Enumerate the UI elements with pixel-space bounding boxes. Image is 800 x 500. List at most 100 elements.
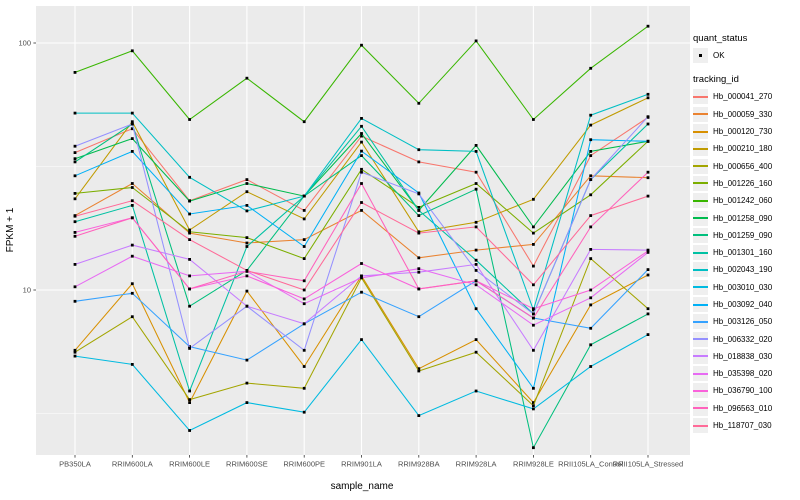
legend-key-line bbox=[693, 95, 708, 98]
legend-key-box bbox=[693, 314, 708, 330]
legend-key-box bbox=[693, 400, 708, 416]
x-tick-label: RRIM600LE bbox=[169, 460, 210, 469]
x-tick-label: RRIM901LA bbox=[341, 460, 382, 469]
legend: quant_status OK tracking_id Hb_000041_27… bbox=[693, 32, 799, 434]
legend-item-label: Hb_000210_180 bbox=[713, 144, 773, 154]
legend-item: Hb_006332_020 bbox=[693, 330, 799, 347]
legend-item: Hb_000059_330 bbox=[693, 106, 799, 123]
legend-key-line bbox=[693, 372, 708, 375]
legend-key-box bbox=[693, 141, 708, 157]
legend-key-line bbox=[693, 303, 708, 306]
legend-key-box bbox=[693, 366, 708, 382]
legend-key-line bbox=[693, 355, 708, 358]
x-tick-label: RRII105LA_Stressed bbox=[613, 460, 683, 469]
x-tick-label: PB350LA bbox=[59, 460, 91, 469]
legend-item: Hb_000120_730 bbox=[693, 123, 799, 140]
legend-item-label: Hb_035398_020 bbox=[713, 369, 773, 379]
legend-title-quant-status: quant_status bbox=[693, 33, 748, 44]
legend-item-quant-ok: OK bbox=[693, 47, 799, 64]
legend-item-label: Hb_036790_100 bbox=[713, 386, 773, 396]
legend-key-box bbox=[693, 418, 708, 434]
legend-key-line bbox=[693, 320, 708, 323]
legend-item-label: Hb_000059_330 bbox=[713, 109, 773, 119]
legend-item: Hb_096563_010 bbox=[693, 400, 799, 417]
legend-item-label: Hb_003126_050 bbox=[713, 317, 773, 327]
legend-key-box bbox=[693, 89, 708, 105]
x-tick-label: RRIM600PE bbox=[283, 460, 325, 469]
legend-key-line bbox=[693, 338, 708, 341]
legend-item-label: Hb_002043_190 bbox=[713, 265, 773, 275]
legend-item: Hb_036790_100 bbox=[693, 382, 799, 399]
legend-key-line bbox=[693, 217, 708, 220]
legend-key-line bbox=[693, 165, 708, 168]
legend-key-line bbox=[693, 268, 708, 271]
x-tick-label: RRIM928LA bbox=[456, 460, 497, 469]
legend-item: Hb_002043_190 bbox=[693, 261, 799, 278]
legend-item-label: Hb_118707_030 bbox=[713, 421, 772, 431]
legend-item-label: OK bbox=[713, 51, 725, 61]
legend-item: Hb_003092_040 bbox=[693, 296, 799, 313]
legend-item: Hb_018838_030 bbox=[693, 348, 799, 365]
x-tick-label: RRIM928BA bbox=[398, 460, 440, 469]
legend-item-label: Hb_096563_010 bbox=[713, 403, 773, 413]
legend-item: Hb_003010_030 bbox=[693, 279, 799, 296]
legend-items: Hb_000041_270 Hb_000059_330 Hb_000120_730 H… bbox=[693, 88, 799, 434]
legend-item-label: Hb_001242_060 bbox=[713, 196, 773, 206]
legend-item: Hb_001226_160 bbox=[693, 175, 799, 192]
legend-item-label: Hb_006332_020 bbox=[713, 334, 773, 344]
legend-key-box bbox=[693, 331, 708, 347]
x-axis-title: sample_name bbox=[331, 481, 394, 492]
legend-key-box bbox=[693, 158, 708, 174]
legend-key-line bbox=[693, 130, 708, 133]
legend-item: Hb_035398_020 bbox=[693, 365, 799, 382]
legend-key-box bbox=[693, 245, 708, 261]
legend-key-line bbox=[693, 251, 708, 254]
y-tick-label: 10 bbox=[23, 286, 31, 295]
legend-item-label: Hb_000656_400 bbox=[713, 161, 773, 171]
legend-item-label: Hb_018838_030 bbox=[713, 351, 773, 361]
legend-item-label: Hb_000120_730 bbox=[713, 127, 773, 137]
y-axis-title: FPKM + 1 bbox=[5, 207, 16, 252]
legend-key-line bbox=[693, 182, 708, 185]
legend-item: Hb_001301_160 bbox=[693, 244, 799, 261]
legend-key-line bbox=[693, 286, 708, 289]
legend-key-box bbox=[693, 383, 708, 399]
legend-key-box bbox=[693, 106, 708, 122]
y-tick-label: 100 bbox=[18, 39, 31, 48]
legend-key-box bbox=[693, 124, 708, 140]
legend-item: Hb_000210_180 bbox=[693, 140, 799, 157]
legend-item-label: Hb_000041_270 bbox=[713, 92, 773, 102]
x-tick-label: RRIM928LE bbox=[513, 460, 554, 469]
legend-item-label: Hb_001301_160 bbox=[713, 248, 773, 258]
legend-item: Hb_118707_030 bbox=[693, 417, 799, 434]
legend-item-label: Hb_001258_090 bbox=[713, 213, 773, 223]
legend-item: Hb_000041_270 bbox=[693, 88, 799, 105]
x-tick-label: RRIM600SE bbox=[226, 460, 268, 469]
legend-item: Hb_001259_090 bbox=[693, 227, 799, 244]
legend-item-label: Hb_001226_160 bbox=[713, 178, 773, 188]
legend-item: Hb_000656_400 bbox=[693, 157, 799, 174]
legend-key-box bbox=[693, 193, 708, 209]
legend-key-box bbox=[693, 175, 708, 191]
x-tick-label: RRIM600LA bbox=[112, 460, 153, 469]
legend-key-line bbox=[693, 407, 708, 410]
legend-title-tracking-id: tracking_id bbox=[693, 74, 739, 86]
legend-key-box bbox=[693, 262, 708, 278]
legend-key-box bbox=[693, 297, 708, 312]
legend-key-line bbox=[693, 199, 708, 202]
legend-key-line bbox=[693, 147, 708, 150]
legend-item-label: Hb_003092_040 bbox=[713, 300, 773, 309]
legend-item-label: Hb_003010_030 bbox=[713, 282, 773, 292]
legend-item-label: Hb_001259_090 bbox=[713, 230, 773, 240]
legend-key-line bbox=[693, 234, 708, 237]
legend-key-box bbox=[693, 227, 708, 243]
legend-item: Hb_001258_090 bbox=[693, 209, 799, 226]
ok-point-icon bbox=[698, 53, 703, 58]
legend-item: Hb_003126_050 bbox=[693, 313, 799, 330]
x-tick-label: RRII105LA_Control bbox=[558, 460, 623, 469]
legend-key-line bbox=[693, 113, 708, 116]
legend-key-box bbox=[693, 348, 708, 364]
legend-key-box bbox=[693, 48, 708, 64]
legend-key-box bbox=[693, 210, 708, 226]
